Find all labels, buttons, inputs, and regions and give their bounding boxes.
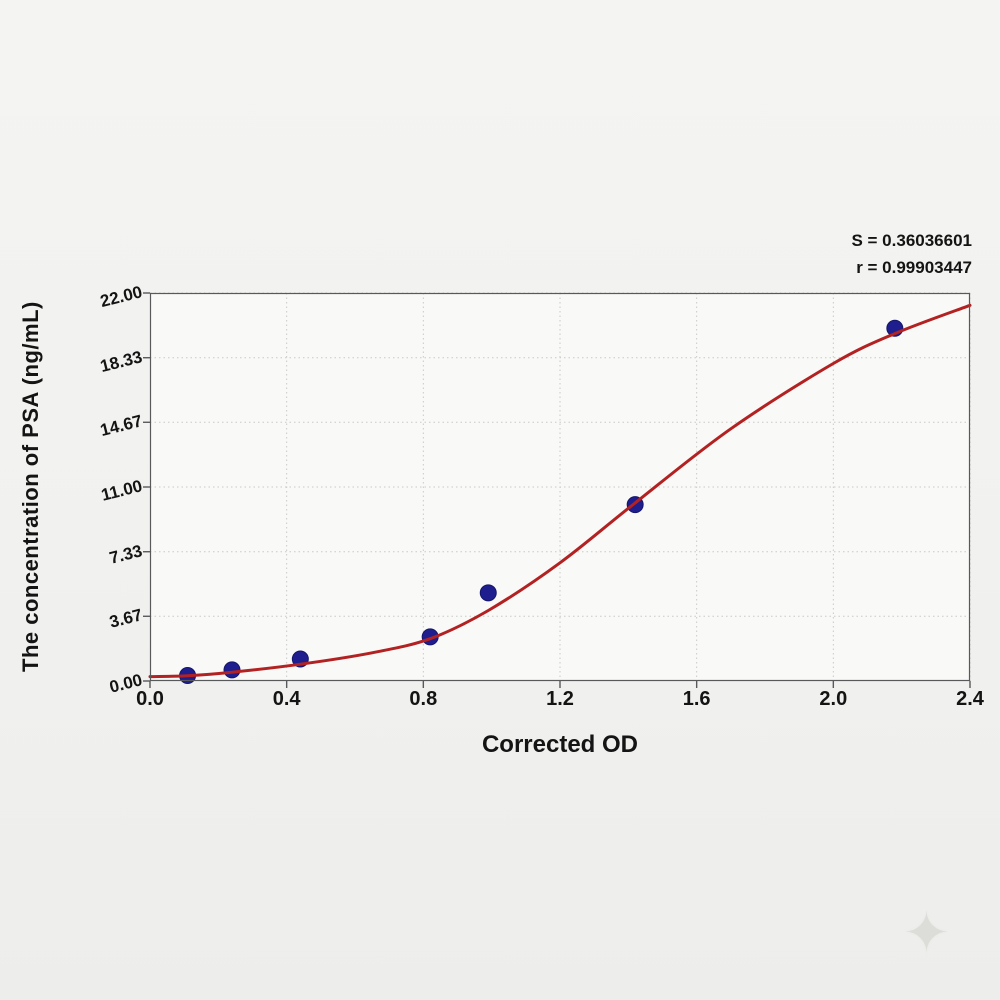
y-tick-label: 7.33 <box>107 541 145 568</box>
y-tick-label: 18.33 <box>98 347 145 376</box>
x-tick-label: 1.6 <box>682 688 711 710</box>
plot-border <box>149 292 971 682</box>
y-tick-label: 22.00 <box>98 282 145 312</box>
x-tick-label: 0.4 <box>272 688 301 710</box>
y-tick-label: 3.67 <box>107 605 145 633</box>
y-tick-label: 14.67 <box>98 411 145 441</box>
data-point <box>479 584 497 602</box>
fit-stat-r: r = 0.99903447 <box>856 258 972 277</box>
watermark-sparkle-icon: ✦ <box>903 901 950 964</box>
plot-area <box>143 292 972 688</box>
fit-stat-s: S = 0.36036601 <box>851 231 972 250</box>
x-tick-label: 1.2 <box>546 688 574 710</box>
x-tick-label: 0.8 <box>409 688 438 710</box>
x-tick-label: 2.0 <box>819 688 848 710</box>
fitted-curve <box>148 303 972 679</box>
data-point <box>223 661 241 679</box>
y-axis-title: The concentration of PSA (ng/mL) <box>18 301 43 673</box>
fit-statistics: S = 0.36036601 r = 0.99903447 <box>851 227 972 281</box>
x-tick-label: 2.4 <box>956 688 984 710</box>
x-axis-title: Corrected OD <box>481 731 639 758</box>
y-tick-label: 11.00 <box>99 476 145 505</box>
x-tick-label: 0.0 <box>136 688 164 710</box>
plot-svg <box>143 292 972 688</box>
